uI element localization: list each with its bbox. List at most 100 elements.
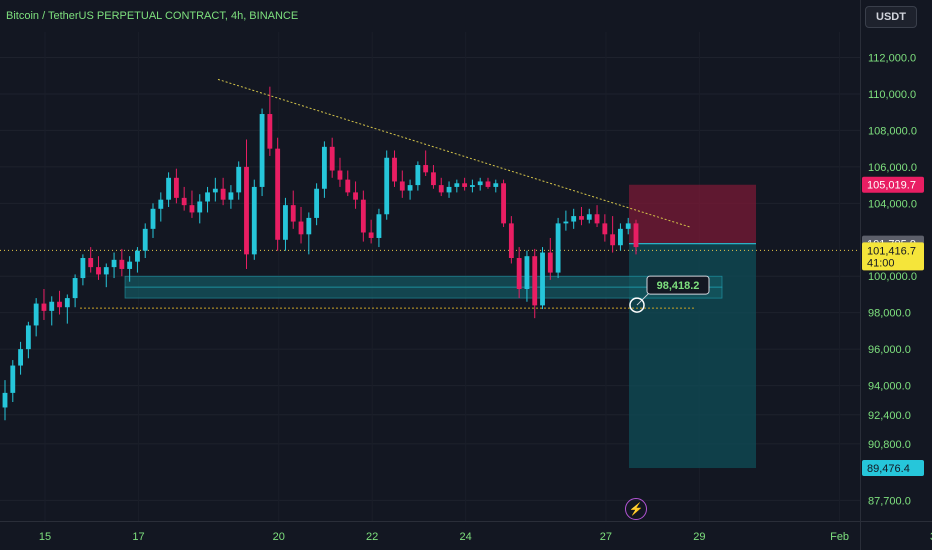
candle-body [142, 228, 148, 251]
candle-body [18, 349, 23, 366]
candle-body [298, 221, 304, 235]
candle-body [127, 261, 133, 269]
candle-body [150, 208, 156, 229]
candle-body [555, 223, 561, 273]
price-tag-stop [862, 176, 924, 193]
candle-body [415, 165, 421, 186]
date-tick-label: 3 [930, 531, 932, 543]
candle-body [540, 252, 545, 306]
candle-body [485, 181, 491, 187]
price-tick-label: 100,000.0 [868, 271, 917, 283]
candle-body [321, 146, 327, 189]
candle-body [135, 250, 140, 262]
stop-loss-zone[interactable] [629, 184, 756, 244]
price-tick-label: 108,000.0 [868, 125, 917, 137]
candle-body [166, 177, 172, 200]
support-zone-upper[interactable] [124, 275, 723, 288]
candle-body [508, 223, 514, 259]
support-zone-lower[interactable] [124, 286, 723, 299]
candle-body [454, 183, 460, 187]
price-tick-label: 110,000.0 [868, 89, 916, 101]
candle-body [25, 325, 31, 350]
date-tick-label: 22 [366, 531, 378, 543]
candle-body [384, 157, 390, 215]
candle-body [10, 365, 16, 393]
chart-title: Bitcoin / TetherUS PERPETUAL CONTRACT, 4… [6, 10, 299, 22]
candle-body [96, 267, 101, 275]
candle-body [72, 278, 78, 299]
candle-body [306, 217, 312, 235]
candle-body [392, 157, 397, 182]
price-tick-label: 96,000.0 [868, 344, 911, 356]
candle-body [360, 199, 366, 233]
candle-body [158, 199, 164, 209]
countdown-label: 41:00 [867, 257, 895, 269]
candle-body [103, 267, 109, 275]
candle-body [469, 185, 475, 187]
date-tick-label: 15 [39, 531, 51, 543]
candle-body [618, 228, 623, 246]
candle-body [516, 258, 522, 289]
candle-body [423, 165, 429, 173]
price-tag-target [862, 460, 924, 477]
price-tick-label: 98,000.0 [868, 308, 911, 320]
candle-body [275, 148, 281, 240]
candle-body [212, 188, 218, 193]
candle-body [64, 298, 70, 308]
candle-body [228, 192, 234, 200]
candle-body [594, 214, 600, 224]
price-tick-label: 90,800.0 [868, 439, 911, 451]
candle-body [407, 185, 413, 191]
candle-body [205, 192, 210, 202]
price-tick-label: 87,700.0 [868, 495, 911, 507]
candle-body [189, 205, 195, 213]
price-tick-label: 94,000.0 [868, 381, 911, 393]
date-tick-label: Feb [830, 531, 849, 543]
candle-body [524, 256, 530, 289]
date-tick-label: 27 [600, 531, 612, 543]
candle-body [586, 214, 592, 220]
time-axis[interactable]: 15 17 20 22 24 27 29 Feb 3 [39, 531, 932, 543]
price-axis[interactable]: 112,000.0 110,000.0 108,000.0 106,000.0 104,… [868, 53, 917, 508]
candle-body [80, 258, 86, 279]
candle-body [353, 192, 358, 200]
candle-body [181, 197, 187, 206]
candle-body [267, 114, 273, 149]
annotation-callout[interactable] [646, 275, 710, 295]
price-tag-label: 105,019.7 [867, 180, 916, 192]
candle-body [337, 170, 343, 180]
candle-body [532, 256, 538, 306]
candle-body [579, 216, 584, 220]
price-tick-label: 112,000.0 [868, 53, 916, 65]
candle-body [220, 188, 226, 200]
price-tick-label: 104,000.0 [868, 198, 917, 210]
candle-body [251, 186, 257, 255]
candle-body [290, 205, 296, 222]
candle-body [314, 188, 320, 218]
price-tag-label: 89,476.4 [867, 463, 910, 475]
price-tick-label: 92,400.0 [868, 410, 911, 422]
candle-body [57, 301, 62, 308]
candle-body [399, 181, 405, 191]
candle-body [244, 166, 249, 255]
candle-body [462, 183, 468, 187]
candle-body [571, 216, 577, 222]
candle-body [477, 181, 483, 186]
candle-body [33, 303, 39, 326]
candle-body [625, 223, 631, 229]
currency-button[interactable]: USDT [865, 6, 917, 28]
candle-body [438, 185, 444, 193]
candle-body [368, 232, 374, 238]
candle-body [633, 223, 639, 248]
price-tick-label: 106,000.0 [868, 162, 917, 174]
candle-body [283, 205, 288, 240]
descending-trendline[interactable] [217, 78, 691, 228]
annotation-anchor[interactable] [629, 297, 645, 313]
annotation-price-label: 98,418.2 [657, 280, 700, 292]
candle-body [329, 146, 335, 171]
candle-body [431, 172, 436, 186]
lightning-icon[interactable]: ⚡ [625, 498, 647, 520]
date-tick-label: 20 [273, 531, 285, 543]
